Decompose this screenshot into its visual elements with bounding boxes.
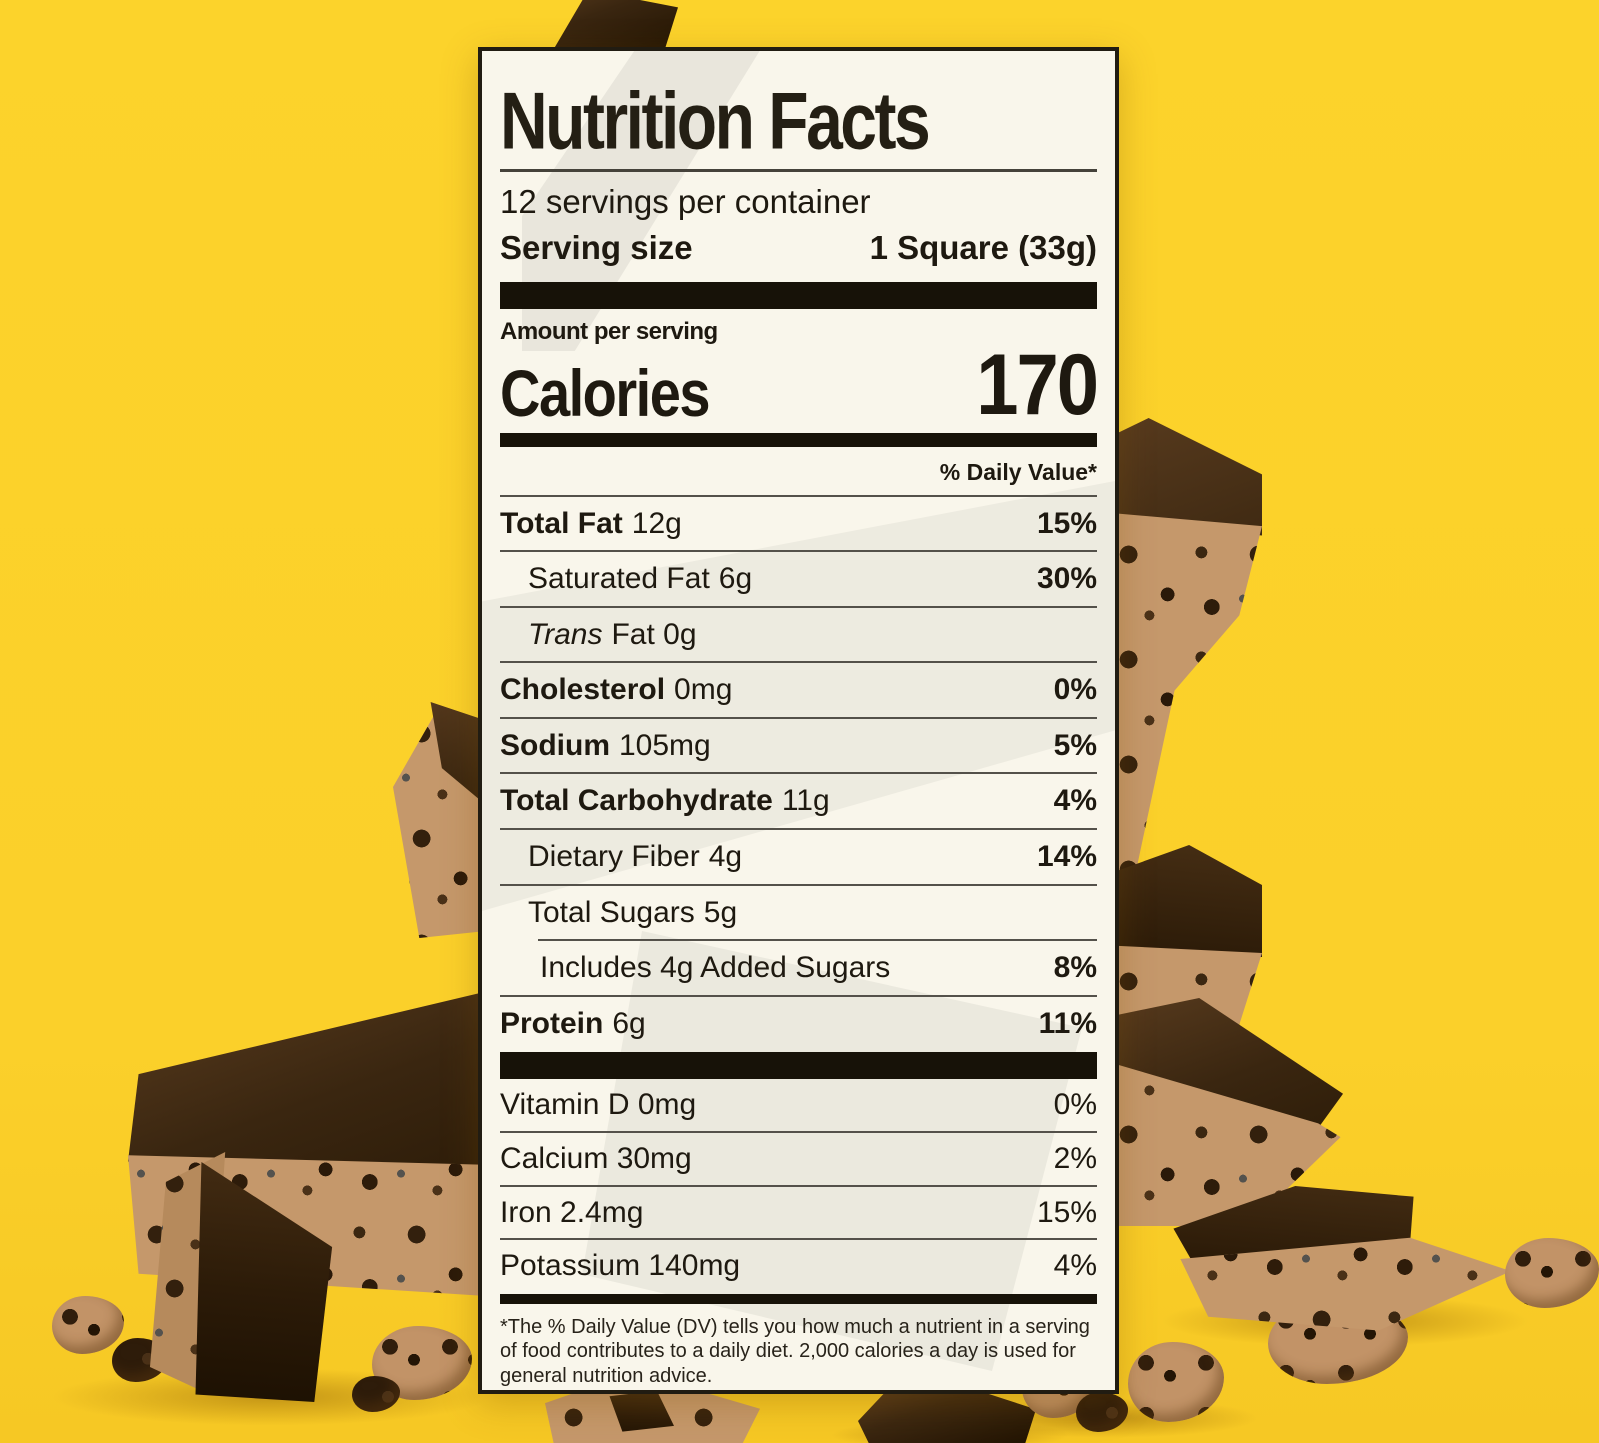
serving-size-label: Serving size bbox=[500, 229, 693, 267]
micronutrient-row-iron: Iron 2.4mg 15% bbox=[500, 1184, 1097, 1239]
micronutrient-row-potassium: Potassium 140mg 4% bbox=[500, 1238, 1097, 1292]
amount-per-serving-label: Amount per serving bbox=[500, 317, 718, 345]
daily-value-footnote: *The % Daily Value (DV) tells you how mu… bbox=[500, 1315, 1090, 1387]
chocolate-chunk-bottom bbox=[545, 1386, 760, 1443]
cookie-crumb bbox=[1505, 1238, 1599, 1308]
servings-per-container: 12 servings per container bbox=[500, 183, 871, 220]
nutrient-row-total-sugars: Total Sugars 5g bbox=[500, 883, 1097, 940]
cookie-piece-left-middle bbox=[393, 702, 487, 938]
calories-label: Calories bbox=[500, 355, 711, 430]
micronutrient-row-calcium: Calcium 30mg 2% bbox=[500, 1131, 1097, 1185]
chocolate-chunk-top bbox=[538, 0, 678, 52]
nutrient-row-total-carbohydrate: Total Carbohydrate 11g 4% bbox=[500, 772, 1097, 828]
serving-size-row: Serving size 1 Square (33g) bbox=[500, 227, 1097, 268]
nutrient-row-cholesterol: Cholesterol 0mg 0% bbox=[500, 661, 1097, 717]
calories-value: 170 bbox=[976, 335, 1099, 433]
nutrient-row-added-sugars: Includes 4g Added Sugars 8% bbox=[538, 939, 1097, 995]
broken-piece-leaning bbox=[146, 1152, 344, 1402]
cookie-bar-right-b bbox=[1100, 998, 1348, 1226]
chocolate-chunk-bottom-2 bbox=[858, 1385, 1036, 1443]
title-divider bbox=[500, 169, 1097, 172]
cookie-bar-right-flat bbox=[1163, 1183, 1511, 1335]
serving-size-value: 1 Square (33g) bbox=[869, 229, 1097, 267]
nutrient-row-protein: Protein 6g 11% bbox=[500, 994, 1097, 1051]
cookie-bar-right-upper bbox=[1100, 418, 1262, 888]
nutrient-row-total-fat: Total Fat 12g 15% bbox=[500, 506, 1097, 540]
thin-divider-bar bbox=[500, 1293, 1097, 1304]
micronutrient-row-vitamin-d: Vitamin D 0mg 0% bbox=[500, 1088, 1097, 1122]
thick-divider-bar bbox=[500, 1052, 1097, 1080]
daily-value-header: % Daily Value* bbox=[500, 447, 1097, 497]
nutrient-row-dietary-fiber: Dietary Fiber 4g 14% bbox=[500, 828, 1097, 884]
nutrition-facts-label: Nutrition Facts 12 servings per containe… bbox=[478, 47, 1119, 1394]
nutrient-row-trans-fat: Trans Fat 0g bbox=[500, 605, 1097, 662]
medium-divider-bar bbox=[500, 432, 1097, 447]
nutrient-row-saturated-fat: Saturated Fat 6g 30% bbox=[500, 550, 1097, 606]
chocolate-surface bbox=[552, 0, 678, 52]
thick-divider-bar bbox=[500, 281, 1097, 309]
nutrient-row-sodium: Sodium 105mg 5% bbox=[500, 716, 1097, 773]
cookie-crumb bbox=[52, 1296, 124, 1354]
calories-row: Calories 170 bbox=[500, 335, 1099, 433]
label-title: Nutrition Facts bbox=[500, 75, 931, 166]
